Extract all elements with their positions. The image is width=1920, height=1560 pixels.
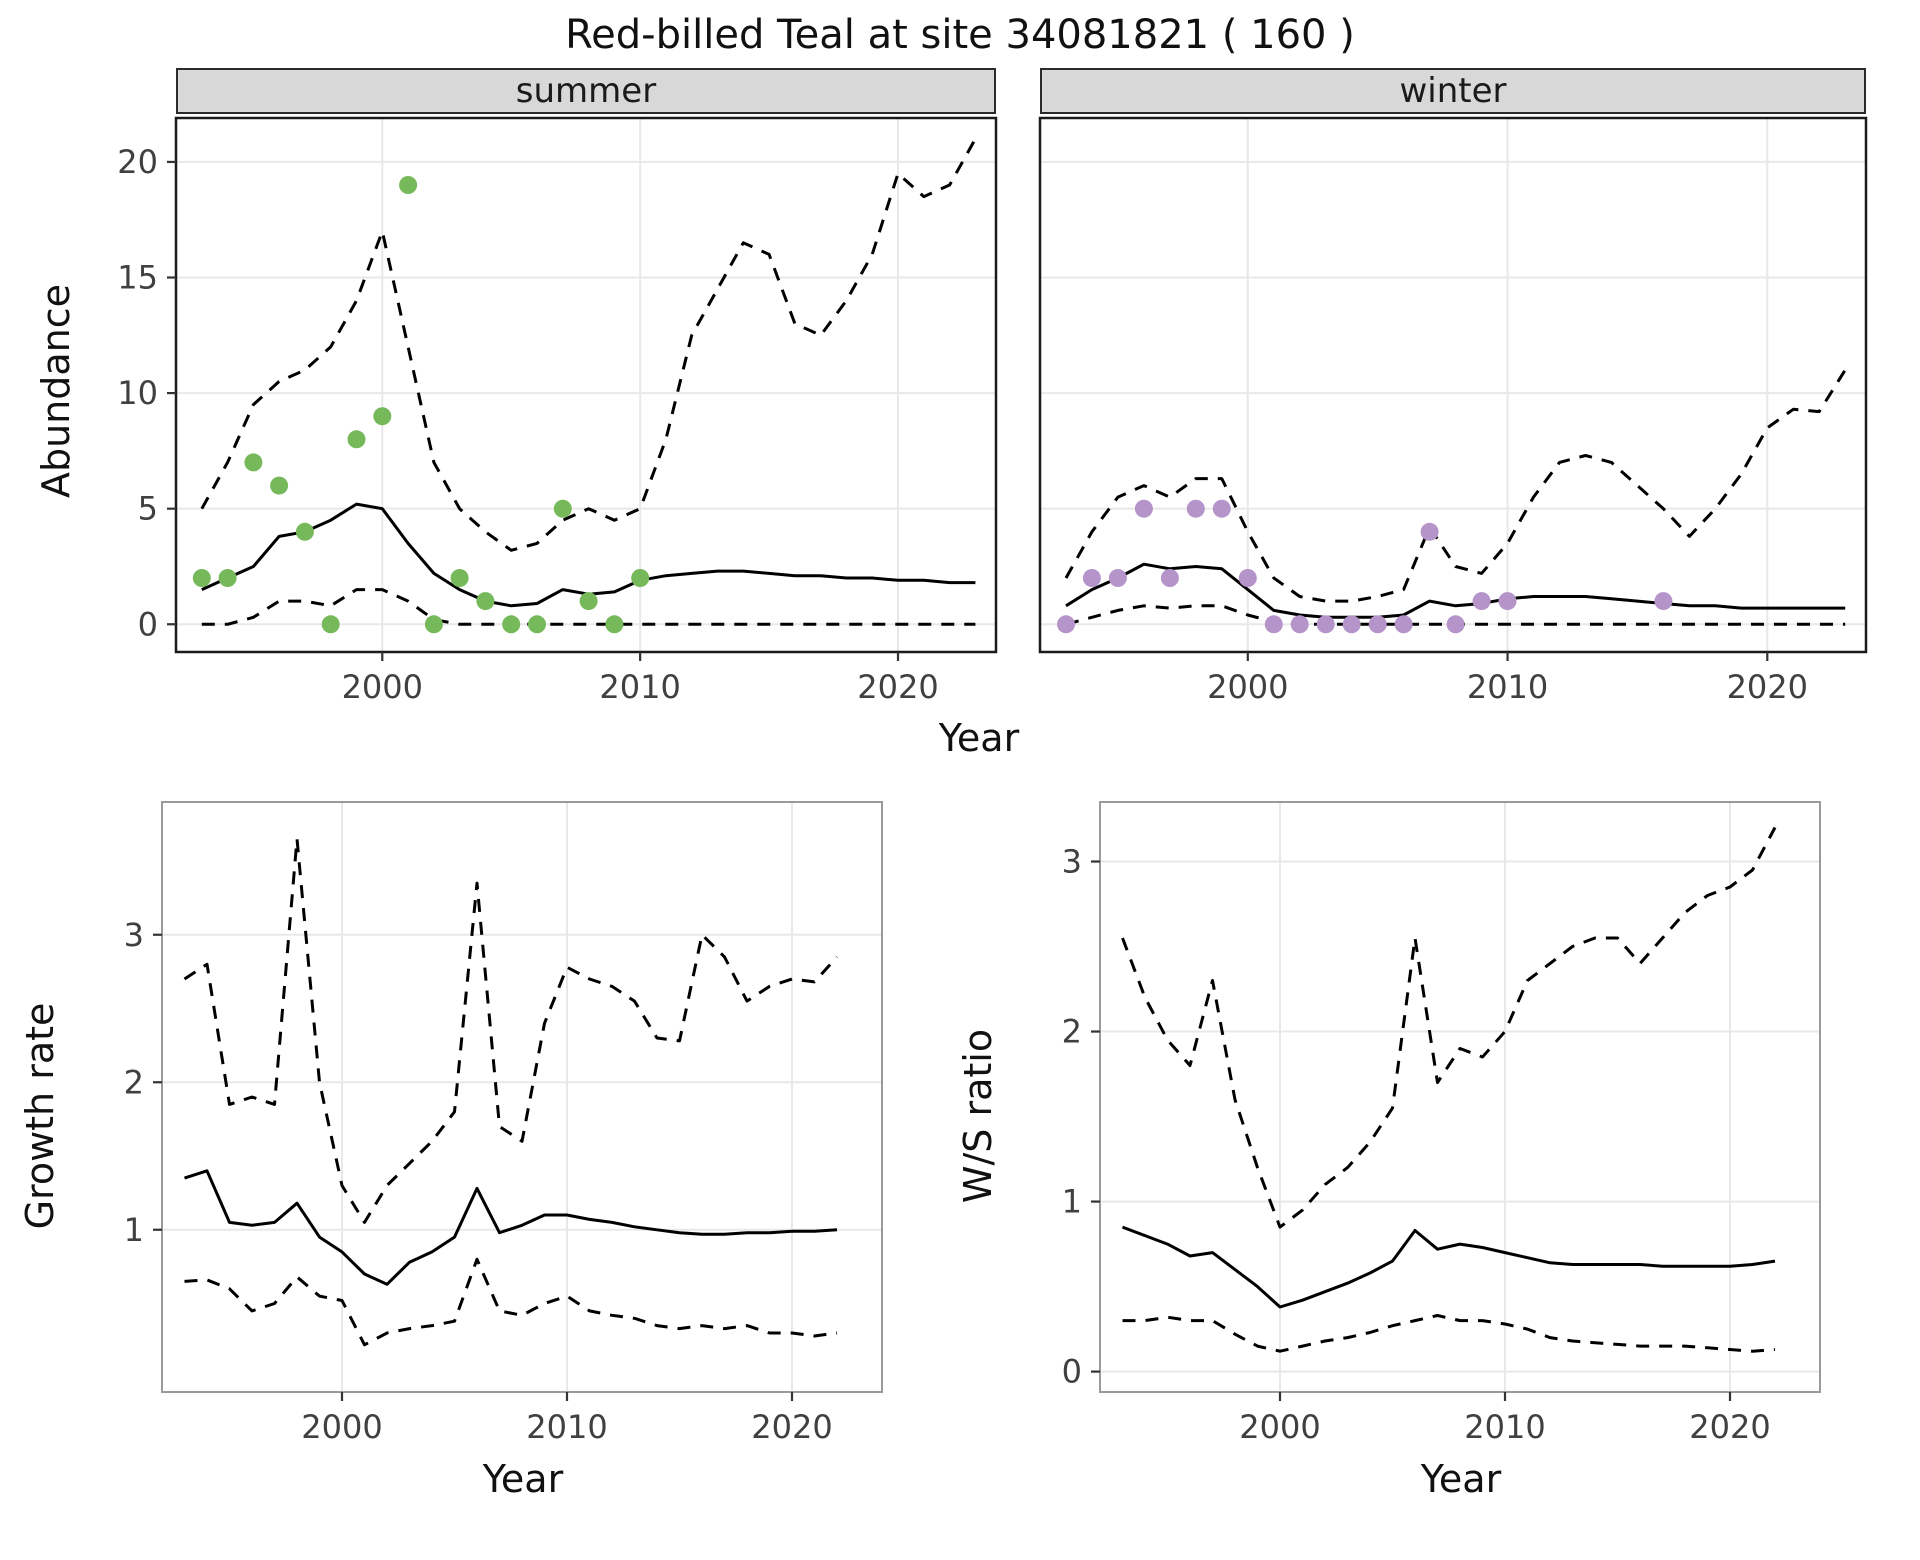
facet-summer: summer 2000 2010 2020 0 5 10 15 20 (84, 68, 1004, 714)
ws-ratio-x-axis-label: Year (1420, 1457, 1502, 1501)
svg-text:3: 3 (1062, 843, 1082, 881)
ws-ratio-chart: 2000 2010 2020 0 1 2 3 (1004, 776, 1834, 1456)
growth-rate-x-axis-label: Year (482, 1457, 564, 1501)
svg-text:2000: 2000 (301, 1408, 382, 1446)
ws-ratio-block: W/S ratio 2000 2010 2020 0 1 2 3 Year (952, 776, 1834, 1502)
svg-text:1: 1 (1062, 1183, 1082, 1221)
bottom-row: Growth rate 2000 2010 2020 1 2 3 Year W/S rat… (14, 776, 1920, 1502)
svg-text:2020: 2020 (1689, 1408, 1770, 1446)
growth-rate-axis-label: Growth rate (18, 1002, 62, 1230)
ws-ratio-axis-label: W/S ratio (956, 1028, 1000, 1204)
svg-text:2020: 2020 (751, 1408, 832, 1446)
svg-text:20: 20 (117, 143, 158, 181)
svg-text:1: 1 (124, 1211, 144, 1249)
facet-strip-summer-label: summer (515, 71, 657, 111)
svg-text:2: 2 (1062, 1013, 1082, 1051)
top-x-axis-label: Year (938, 716, 1020, 760)
facet-strip-winter-label: winter (1399, 71, 1507, 111)
facet-winter: winter 2000 2010 2020 (1030, 68, 1880, 714)
abundance-row: Abundance summer 2000 2010 2020 0 5 10 15 20 wi… (28, 68, 1920, 714)
growth-rate-chart: 2000 2010 2020 1 2 3 (66, 776, 896, 1456)
svg-text:2010: 2010 (599, 668, 680, 706)
svg-text:0: 0 (1062, 1353, 1082, 1391)
growth-rate-block: Growth rate 2000 2010 2020 1 2 3 Year (14, 776, 896, 1502)
svg-text:2000: 2000 (1239, 1408, 1320, 1446)
abundance-summer-chart: 2000 2010 2020 0 5 10 15 20 (84, 114, 1004, 714)
svg-text:10: 10 (117, 374, 158, 412)
svg-text:2: 2 (124, 1063, 144, 1101)
facet-strip-summer: summer (176, 68, 996, 114)
svg-text:5: 5 (138, 490, 158, 528)
svg-text:2010: 2010 (526, 1408, 607, 1446)
svg-text:2020: 2020 (857, 668, 938, 706)
abundance-y-axis: Abundance (28, 68, 84, 714)
abundance-winter-chart: 2000 2010 2020 (1030, 114, 1880, 714)
abundance-axis-label: Abundance (34, 283, 78, 499)
svg-text:2010: 2010 (1464, 1408, 1545, 1446)
svg-text:3: 3 (124, 916, 144, 954)
svg-text:0: 0 (138, 605, 158, 643)
svg-text:2000: 2000 (342, 668, 423, 706)
facet-strip-winter: winter (1040, 68, 1866, 114)
svg-text:2010: 2010 (1467, 668, 1548, 706)
svg-text:2020: 2020 (1727, 668, 1808, 706)
ws-ratio-y-axis: W/S ratio (952, 776, 1004, 1456)
growth-rate-y-axis: Growth rate (14, 776, 66, 1456)
svg-text:15: 15 (117, 259, 158, 297)
svg-text:2000: 2000 (1207, 668, 1288, 706)
chart-title: Red-billed Teal at site 34081821 ( 160 ) (565, 12, 1355, 58)
